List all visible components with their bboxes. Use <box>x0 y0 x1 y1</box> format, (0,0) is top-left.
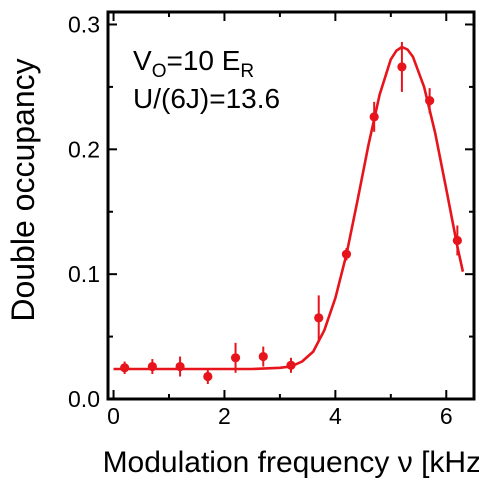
data-point <box>203 371 213 382</box>
data-point <box>120 363 130 373</box>
data-point <box>314 313 324 323</box>
y-tick-label: 0.2 <box>68 136 100 162</box>
y-axis-label: Double occupancy <box>5 58 41 321</box>
x-tick-label: 6 <box>440 403 453 429</box>
x-tick-label: 0 <box>107 403 120 429</box>
ticks-layer: 0 2 4 6 0.0 0.1 0.2 0.3 <box>68 11 474 429</box>
data-point <box>258 351 268 362</box>
data-point <box>286 360 296 370</box>
data-point <box>425 96 435 106</box>
y-tick-label: 0.3 <box>68 11 100 37</box>
y-tick-label: 0.1 <box>68 261 100 287</box>
fit-curve-layer <box>113 45 465 371</box>
fit-curve <box>113 45 465 371</box>
data-point <box>341 249 352 259</box>
x-tick-label: 2 <box>218 403 231 429</box>
data-point <box>452 235 462 246</box>
x-axis-label: Modulation frequency ν [kHz] <box>103 446 479 479</box>
annotation-v-subscript: O <box>152 61 167 82</box>
data-points-layer <box>120 41 462 385</box>
annotation-v: V <box>133 45 152 76</box>
data-point <box>397 62 407 72</box>
data-point <box>369 112 379 122</box>
data-point <box>230 353 241 363</box>
plot-frame <box>106 10 476 401</box>
data-point <box>175 361 185 372</box>
annotation-equals-energy: =10 E <box>166 45 240 76</box>
data-point <box>147 361 157 372</box>
annotation-e-subscript: R <box>240 61 254 82</box>
annotation-potential: VO=10 ER <box>133 45 254 82</box>
x-tick-label: 4 <box>329 403 342 429</box>
annotation-interaction: U/(6J)=13.6 <box>133 83 280 114</box>
y-tick-label: 0.0 <box>68 386 100 412</box>
